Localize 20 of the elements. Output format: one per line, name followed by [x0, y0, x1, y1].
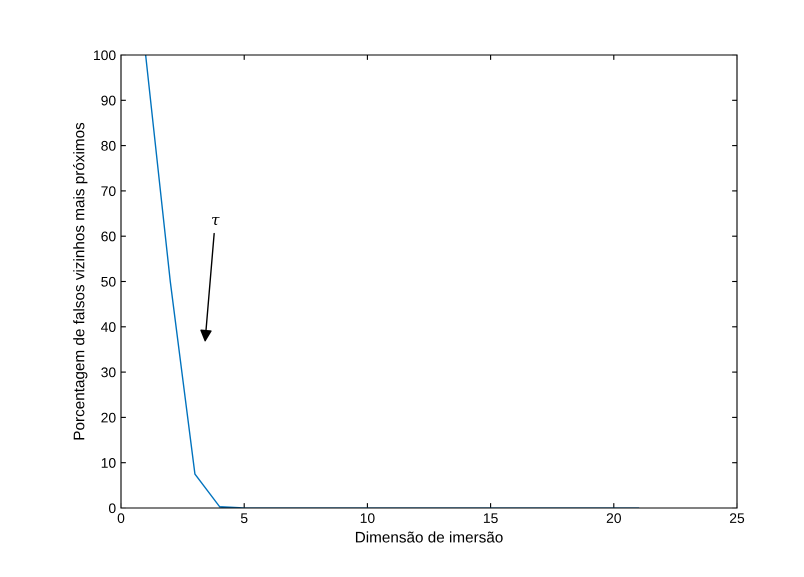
y-tick-label: 90: [101, 96, 116, 106]
y-tick-label: 40: [101, 322, 116, 332]
y-tick-label: 50: [101, 276, 116, 287]
x-axis-title: Dimensão de imersão: [356, 531, 503, 543]
x-tick-label: 0: [118, 513, 124, 524]
annotation: τ: [212, 216, 220, 225]
x-tick-label: 10: [360, 513, 375, 524]
x-tick-label: 15: [484, 513, 498, 524]
y-tick-label: 0: [108, 503, 116, 514]
x-tick-label: 20: [606, 513, 621, 524]
x-tick-label: 5: [240, 513, 248, 524]
y-axis-title: Porcentagem de falsos vizinhos mais próximos: [72, 122, 88, 440]
y-tick-label: 10: [102, 458, 116, 468]
y-tick-label: 30: [101, 367, 116, 378]
x-tick-label: 25: [730, 513, 744, 524]
y-tick-label: 60: [101, 232, 116, 242]
y-tick-label: 20: [101, 412, 116, 423]
y-tick-label: 80: [101, 140, 116, 151]
y-tick-label: 100: [94, 50, 116, 60]
y-tick-label: 70: [101, 186, 116, 196]
